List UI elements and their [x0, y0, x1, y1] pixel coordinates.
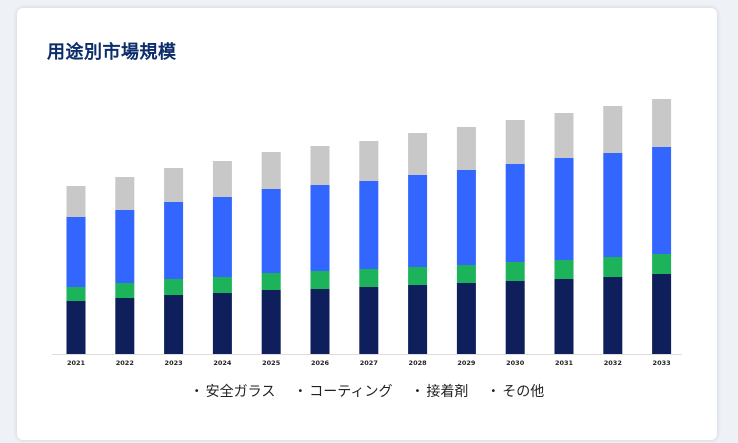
- bar-segment-2024-1: [212, 277, 232, 293]
- bar-segment-2022-0: [115, 298, 135, 354]
- bar-segment-2030-0: [505, 281, 525, 354]
- x-tick-label: 2026: [311, 359, 330, 367]
- bar-segment-2031-2: [554, 158, 574, 260]
- legend-label: 安全ガラス: [205, 384, 276, 400]
- bar-segment-2027-1: [359, 269, 379, 287]
- bar-segment-2024-2: [212, 197, 232, 277]
- bar-segment-2023-0: [164, 295, 184, 354]
- x-tick-label: 2027: [360, 359, 378, 367]
- x-tick-label: 2031: [555, 359, 574, 367]
- bar-segment-2029-3: [456, 127, 476, 170]
- bar-segment-2021-0: [66, 301, 86, 354]
- bar-segment-2026-3: [310, 146, 330, 185]
- bar-segment-2023-1: [164, 279, 184, 295]
- bar-segment-2021-1: [66, 287, 86, 301]
- bar-segment-2021-3: [66, 186, 86, 217]
- bar-segment-2028-0: [408, 285, 428, 354]
- bar-segment-2029-0: [456, 283, 476, 354]
- bar-segment-2025-2: [261, 189, 281, 273]
- bar-segment-2028-3: [408, 133, 428, 175]
- x-tick-label: 2021: [67, 359, 86, 367]
- legend-bullet-icon: •: [414, 385, 421, 397]
- legend-bullet-icon: •: [297, 385, 304, 397]
- bar-segment-2025-1: [261, 273, 281, 290]
- bar-segment-2031-1: [554, 260, 574, 279]
- x-tick-label: 2033: [653, 359, 671, 367]
- legend-label: 接着剤: [426, 384, 469, 400]
- bar-segment-2026-1: [310, 271, 330, 289]
- bar-segment-2027-3: [359, 141, 379, 181]
- bar-segment-2032-1: [603, 257, 623, 277]
- x-tick-label: 2025: [262, 359, 281, 367]
- bar-segment-2022-1: [115, 283, 135, 298]
- bar-segment-2030-1: [505, 262, 525, 281]
- bar-segment-2028-2: [408, 175, 428, 267]
- bar-segment-2031-0: [554, 279, 574, 354]
- legend-item: • コーティング: [297, 381, 392, 401]
- bar-segment-2024-3: [212, 161, 232, 197]
- bar-segment-2029-2: [456, 170, 476, 265]
- bar-segment-2031-3: [554, 113, 574, 158]
- legend-label: その他: [502, 384, 545, 400]
- legend-item: • 接着剤: [414, 381, 468, 401]
- bar-segment-2027-2: [359, 181, 379, 269]
- bar-segment-2033-2: [652, 147, 672, 254]
- legend-bullet-icon: •: [193, 385, 200, 397]
- bar-segment-2021-2: [66, 217, 86, 287]
- bar-segment-2032-2: [603, 153, 623, 257]
- bar-segment-2032-0: [603, 277, 623, 354]
- bar-segment-2023-2: [164, 202, 184, 279]
- x-tick-label: 2024: [213, 359, 232, 367]
- bar-segment-2024-0: [212, 293, 232, 354]
- x-tick-label: 2022: [116, 359, 134, 367]
- bar-segment-2026-0: [310, 289, 330, 354]
- chart-title: 用途別市場規模: [47, 42, 177, 63]
- bar-segment-2029-1: [456, 265, 476, 283]
- bar-segment-2030-2: [505, 164, 525, 262]
- bar-segment-2023-3: [164, 168, 184, 202]
- bar-segment-2025-0: [261, 290, 281, 354]
- bar-segment-2033-0: [652, 274, 672, 354]
- bar-segment-2022-3: [115, 177, 135, 210]
- bar-segment-2027-0: [359, 287, 379, 354]
- bar-segment-2030-3: [505, 120, 525, 164]
- bar-segment-2022-2: [115, 210, 135, 283]
- bar-segment-2032-3: [603, 106, 623, 153]
- x-tick-label: 2023: [165, 359, 183, 367]
- bar-segment-2033-3: [652, 99, 672, 147]
- legend-bullet-icon: •: [490, 385, 497, 397]
- chart-legend: • 安全ガラス • コーティング • 接着剤 • その他: [0, 381, 738, 401]
- bar-segment-2028-1: [408, 267, 428, 285]
- x-tick-label: 2032: [604, 359, 622, 367]
- bar-segment-2025-3: [261, 152, 281, 189]
- legend-label: コーティング: [309, 384, 393, 400]
- bar-segment-2033-1: [652, 254, 672, 274]
- bar-segment-2026-2: [310, 185, 330, 271]
- legend-item: • 安全ガラス: [194, 381, 276, 401]
- x-tick-label: 2029: [457, 359, 476, 367]
- x-tick-label: 2030: [506, 359, 525, 367]
- x-tick-label: 2028: [409, 359, 428, 367]
- legend-item: • その他: [490, 381, 544, 401]
